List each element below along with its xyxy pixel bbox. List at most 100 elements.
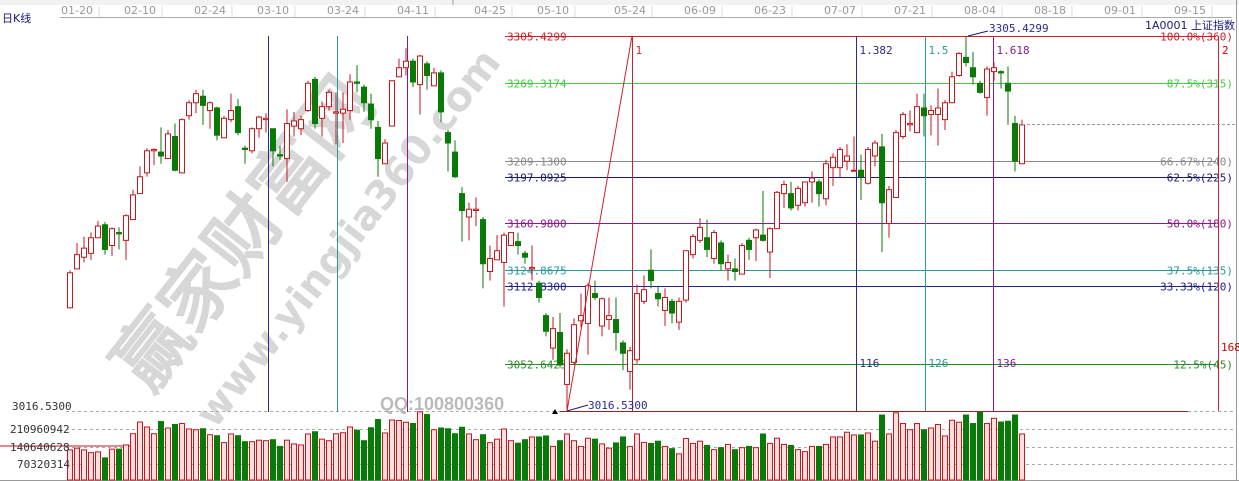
candles xyxy=(67,36,1025,411)
candle-body xyxy=(130,194,136,221)
candle xyxy=(984,66,990,116)
volume-bar xyxy=(284,439,290,481)
volume-bar xyxy=(466,433,472,481)
candle xyxy=(312,76,318,129)
time-tick-label: 04-11 xyxy=(397,4,429,17)
volume-bar xyxy=(893,412,899,481)
candle-body xyxy=(592,293,598,298)
candle-body xyxy=(529,267,535,270)
time-tick-label: 04-25 xyxy=(474,4,506,17)
candle xyxy=(459,187,465,242)
candle xyxy=(683,250,689,303)
candle xyxy=(529,245,535,281)
volume-bar xyxy=(886,433,892,481)
candle xyxy=(620,340,626,371)
candle-body xyxy=(165,133,171,160)
volume-bar xyxy=(473,439,479,481)
volume-bar xyxy=(277,445,283,481)
volume-bar xyxy=(844,431,850,481)
time-tick-label: 09-15 xyxy=(1174,4,1206,17)
volume-bar xyxy=(333,433,339,481)
candle-body xyxy=(851,169,857,172)
candle-body xyxy=(452,151,458,178)
volume-bar xyxy=(1005,420,1011,481)
fib-time-ratio-label: 1.382 xyxy=(860,44,893,57)
candle-body xyxy=(956,52,962,76)
volume-bar xyxy=(340,432,346,481)
volume-bar xyxy=(991,417,997,481)
candle-body xyxy=(515,241,521,247)
volume-bar xyxy=(375,419,381,481)
top-scrollbar[interactable] xyxy=(0,0,1239,5)
candle xyxy=(354,65,360,93)
candle-body xyxy=(543,315,549,332)
volume-axis-label: 140640628 xyxy=(10,441,70,454)
volume-bar xyxy=(312,431,318,481)
candle-body xyxy=(676,300,682,323)
volume-bar xyxy=(543,435,549,481)
candle xyxy=(249,127,255,154)
time-tick-label: 08-04 xyxy=(964,4,996,17)
candle-body xyxy=(606,315,612,321)
volume-bar xyxy=(774,437,780,481)
candle xyxy=(830,153,836,186)
volume-bar xyxy=(704,444,710,481)
volume-bar xyxy=(109,448,115,481)
volume-bar xyxy=(144,426,150,481)
candle xyxy=(333,92,339,145)
candle-body xyxy=(375,126,381,160)
candle xyxy=(396,58,402,78)
volume-bar xyxy=(501,428,507,481)
volume-bar xyxy=(515,442,521,481)
volume-bar xyxy=(249,441,255,481)
candle xyxy=(662,288,668,327)
volume-bar xyxy=(459,426,465,481)
volume-bar xyxy=(368,427,374,481)
candle xyxy=(949,71,955,104)
fib-price-label: 3269.3174 xyxy=(507,78,567,91)
candle-body xyxy=(690,235,696,256)
candle-body xyxy=(739,245,745,275)
candle xyxy=(361,84,367,112)
price-axis-label: 3016.5300 xyxy=(12,400,72,413)
candle-body xyxy=(102,224,108,250)
volume-bar xyxy=(641,441,647,481)
candle-body xyxy=(963,56,969,64)
volume-bar xyxy=(228,433,234,481)
fib-price-label: 3052.6425 xyxy=(507,359,567,372)
volume-bar xyxy=(550,445,556,481)
volume-bar xyxy=(963,414,969,481)
volume-bar xyxy=(739,447,745,481)
candle-body xyxy=(284,123,290,160)
candle-body xyxy=(410,60,416,83)
candle-body xyxy=(172,136,178,171)
candle xyxy=(809,171,815,203)
candle xyxy=(536,280,542,303)
fib-price-label: 3124.8675 xyxy=(507,265,567,278)
candle xyxy=(319,101,325,137)
candle-body xyxy=(648,269,654,282)
volume-bar xyxy=(165,427,171,481)
fib-percent-label: 33.33%(120) xyxy=(1160,281,1233,294)
candle-body xyxy=(641,289,647,302)
volume-bar xyxy=(326,440,332,481)
low-annotation: 3016.5300 xyxy=(588,399,648,412)
volume-bar xyxy=(396,420,402,481)
candle xyxy=(732,258,738,281)
candle xyxy=(844,144,850,171)
volume-bar xyxy=(151,433,157,481)
volume-bar xyxy=(865,432,871,481)
candle-body xyxy=(312,78,318,125)
candle xyxy=(704,219,710,258)
candle xyxy=(410,58,416,88)
candle-body xyxy=(74,254,80,270)
candle-body xyxy=(760,234,766,241)
candle-body xyxy=(179,119,185,174)
time-tick-label: 03-24 xyxy=(327,4,359,17)
candle-body xyxy=(116,232,122,235)
fib-percent-label: 66.67%(240) xyxy=(1160,156,1233,169)
volume-bar xyxy=(858,434,864,481)
candle-body xyxy=(263,117,269,121)
candle-body xyxy=(368,103,374,121)
